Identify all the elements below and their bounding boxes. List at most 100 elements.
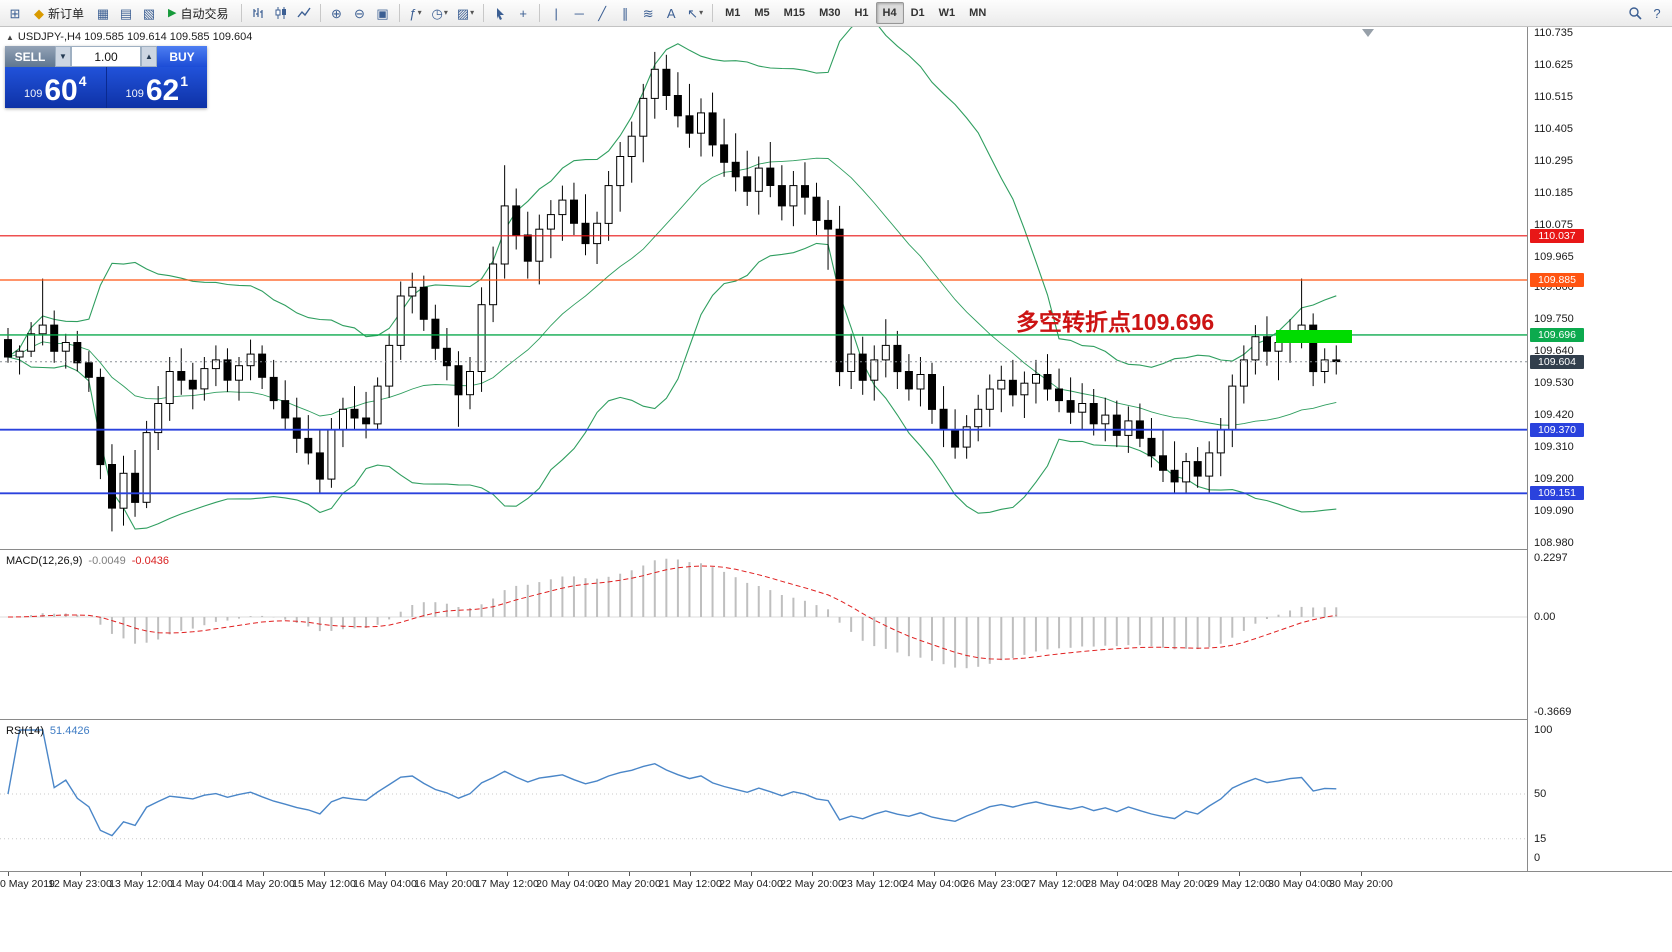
volume-input[interactable]: 1.00 xyxy=(71,46,141,67)
tile-windows-icon: ▣ xyxy=(376,5,389,21)
new-chart-icon: ⊞ xyxy=(9,5,21,21)
channel-button[interactable]: ∥ xyxy=(614,2,636,24)
periods-button[interactable]: ◷ ▾ xyxy=(428,2,452,24)
macd-histogram xyxy=(18,558,1338,669)
buy-button[interactable]: BUY xyxy=(157,46,207,67)
rsi-panel[interactable]: RSI(14) 51.4426 xyxy=(0,721,1527,871)
new-order-button[interactable]: ◆ 新订单 xyxy=(27,2,91,24)
sell-price-big: 60 xyxy=(44,73,78,107)
time-axis-label: 30 May 20:00 xyxy=(1329,878,1393,890)
time-axis-tick xyxy=(263,872,264,876)
new-chart-button[interactable]: ⊞ xyxy=(4,2,26,24)
one-click-panel-toggle-icon[interactable]: ▲ xyxy=(6,32,14,42)
time-axis-tick xyxy=(8,872,9,876)
time-axis-tick xyxy=(324,872,325,876)
line-chart-icon xyxy=(296,6,311,20)
timeframe-d1[interactable]: D1 xyxy=(910,7,925,19)
timeframe-h4[interactable]: H4 xyxy=(875,2,904,24)
volume-up-button[interactable]: ▲ xyxy=(141,46,157,67)
trade-panel-divider xyxy=(105,67,107,108)
crosshair-button[interactable]: + xyxy=(512,2,534,24)
timeframe-mn[interactable]: MN xyxy=(969,7,987,19)
horizontal-line-button[interactable]: ─ xyxy=(568,2,590,24)
price-axis[interactable]: 110.735 110.625 110.515 110.405 110.295 110.1… xyxy=(1527,27,1672,871)
text-tool-button[interactable]: A xyxy=(660,2,682,24)
bollinger-lower-band xyxy=(7,242,1337,530)
time-axis-tick xyxy=(1056,872,1057,876)
fibonacci-icon: ≋ xyxy=(642,5,654,21)
price-axis-label: 109.530 xyxy=(1534,377,1574,390)
autotrading-button[interactable]: ▶ 自动交易 xyxy=(161,2,235,24)
panel-splitter[interactable] xyxy=(0,719,1672,720)
help-icon: ? xyxy=(1653,5,1661,21)
zoom-out-button[interactable]: ⊖ xyxy=(349,2,371,24)
search-button[interactable] xyxy=(1624,2,1646,24)
charts-button[interactable]: ▦ xyxy=(92,2,114,24)
timeframe-w1[interactable]: W1 xyxy=(938,7,956,19)
timeframe-m5[interactable]: M5 xyxy=(754,7,770,19)
timeframe-h1[interactable]: H1 xyxy=(854,7,869,19)
vertical-line-button[interactable]: | xyxy=(545,2,567,24)
cursor-button[interactable] xyxy=(489,2,511,24)
buy-price-display[interactable]: 109 62 1 xyxy=(107,67,208,108)
bar-chart-button[interactable] xyxy=(247,2,269,24)
arrows-tool-button[interactable]: ↖ ▾ xyxy=(683,2,707,24)
time-axis-label: 27 May 12:00 xyxy=(1024,878,1088,890)
market-watch-button[interactable]: ▤ xyxy=(115,2,137,24)
candlestick-chart-button[interactable] xyxy=(270,2,292,24)
time-axis-tick xyxy=(446,872,447,876)
rsi-axis-label: 0 xyxy=(1534,852,1541,864)
macd-axis-label: -0.3669 xyxy=(1534,706,1572,719)
toolbar-separator xyxy=(539,4,541,22)
time-axis-tick xyxy=(1178,872,1179,876)
rsi-canvas xyxy=(0,729,1527,840)
templates-button[interactable]: ▨ ▾ xyxy=(453,2,478,24)
volume-up-icon: ▲ xyxy=(145,52,153,61)
trendline-icon: ╱ xyxy=(598,5,607,21)
chart-annotation-text[interactable]: 多空转折点109.696 xyxy=(1016,309,1215,335)
rsi-name: RSI(14) xyxy=(6,725,44,737)
navigator-button[interactable]: ▧ xyxy=(138,2,160,24)
time-axis-tick xyxy=(690,872,691,876)
macd-label: MACD(12,26,9) -0.0049 -0.0436 xyxy=(6,555,169,567)
sell-price-prefix: 109 xyxy=(23,88,43,100)
time-axis-label: 12 May 23:00 xyxy=(48,878,112,890)
line-chart-button[interactable] xyxy=(293,2,315,24)
volume-down-button[interactable]: ▼ xyxy=(55,46,71,67)
time-axis-tick xyxy=(934,872,935,876)
sell-price-display[interactable]: 109 60 4 xyxy=(5,67,106,108)
trendline-button[interactable]: ╱ xyxy=(591,2,613,24)
rsi-axis-label: 50 xyxy=(1534,788,1547,800)
timeframe-toolbar: M1 M5 M15 M30 H1 H4 D1 W1 MN xyxy=(718,2,993,24)
current-price-badge: 109.604 xyxy=(1530,354,1584,369)
chart-shift-marker[interactable] xyxy=(1362,29,1374,37)
rsi-value: 51.4426 xyxy=(49,725,90,737)
sell-button[interactable]: SELL xyxy=(5,46,55,67)
fibonacci-button[interactable]: ≋ xyxy=(637,2,659,24)
timeframe-m1[interactable]: M1 xyxy=(725,7,741,19)
timeframe-m15[interactable]: M15 xyxy=(783,7,806,19)
price-level-badge: 109.151 xyxy=(1530,486,1584,501)
vertical-line-icon: | xyxy=(554,5,558,21)
new-order-icon: ◆ xyxy=(34,5,44,21)
bollinger-middle-band xyxy=(7,157,1337,426)
price-axis-label: 109.310 xyxy=(1534,441,1574,454)
price-axis-label: 108.980 xyxy=(1534,536,1574,549)
dropdown-icon: ▾ xyxy=(443,8,448,17)
time-axis-label: 21 May 12:00 xyxy=(658,878,722,890)
timeframe-m30[interactable]: M30 xyxy=(819,7,841,19)
main-chart[interactable]: ▲ USDJPY-,H4 109.585 109.614 109.585 109… xyxy=(0,16,1527,549)
help-button[interactable]: ? xyxy=(1646,2,1668,24)
time-axis-tick xyxy=(812,872,813,876)
time-axis[interactable]: 0 May 2019 12 May 23:00 13 May 12:00 14 May… xyxy=(0,871,1672,893)
highlight-rectangle[interactable] xyxy=(1276,330,1352,343)
macd-panel[interactable]: MACD(12,26,9) -0.0049 -0.0436 xyxy=(0,551,1527,719)
rsi-axis-label: 15 xyxy=(1534,832,1547,845)
time-axis-tick xyxy=(385,872,386,876)
price-level-badge: 110.037 xyxy=(1530,228,1584,243)
zoom-in-button[interactable]: ⊕ xyxy=(326,2,348,24)
indicators-button[interactable]: ƒ ▾ xyxy=(405,2,427,24)
tile-windows-button[interactable]: ▣ xyxy=(372,2,394,24)
panel-splitter[interactable] xyxy=(0,549,1672,550)
